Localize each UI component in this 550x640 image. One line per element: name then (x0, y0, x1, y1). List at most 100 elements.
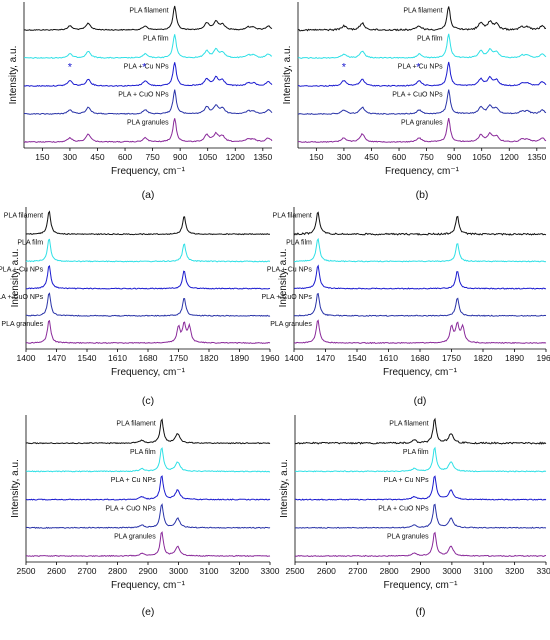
panel-caption: (f) (416, 606, 426, 618)
series-line-pla-filament (297, 6, 547, 32)
series-label: PLA + Cu NPs (111, 477, 156, 484)
x-tick-label: 300 (63, 152, 77, 162)
x-tick-label: 2900 (411, 566, 430, 576)
x-tick-label: 600 (392, 152, 406, 162)
x-tick-label: 3000 (442, 566, 461, 576)
y-axis-label: Intensity, a.u. (279, 459, 290, 518)
x-tick-label: 2800 (380, 566, 399, 576)
panel-caption: (a) (142, 189, 155, 201)
x-tick-label: 3300 (261, 566, 280, 576)
x-tick-label: 150 (309, 152, 323, 162)
series-line-pla-filament (293, 211, 547, 236)
series-label: PLA granules (114, 534, 156, 541)
peak-annotation-asterisk: * (142, 62, 147, 74)
series-line-pla-filament (25, 210, 270, 236)
series-line-pla-film (297, 33, 547, 59)
panel-d: 1400 1470 1540 1610 1680 1750 1820 1890 1960 Freq… (261, 207, 550, 407)
panel-b: 150 300 450 600 750 900 1050 1200 1350 Frequency,… (282, 2, 547, 201)
series-line-pla-cu-nps (293, 264, 547, 290)
x-tick-label: 450 (90, 152, 104, 162)
series-label: PLA film (17, 240, 43, 247)
series-label: PLA filament (273, 212, 312, 219)
series-line-pla-cuo-nps (293, 292, 547, 317)
series-label: PLA filament (129, 8, 168, 15)
panel-caption: (e) (142, 606, 155, 618)
series-label: PLA + Cu NPs (267, 267, 312, 274)
series-line-pla-filament (23, 5, 273, 31)
x-tick-label: 1960 (537, 353, 550, 363)
panel-c: 1400 1470 1540 1610 1680 1750 1820 1890 1960 Freq… (0, 207, 280, 407)
series-line-pla-film (294, 446, 547, 473)
series-label: PLA + Cu NPs (398, 64, 443, 71)
panel-caption: (c) (142, 395, 154, 407)
series-line-pla-filament (25, 418, 271, 445)
series-label: PLA film (403, 449, 429, 456)
series-line-pla-film (293, 237, 547, 263)
x-tick-label: 1350 (527, 152, 546, 162)
x-tick-label: 1610 (108, 353, 127, 363)
series-line-pla-cuo-nps (295, 503, 547, 529)
x-tick-label: 2700 (348, 566, 367, 576)
series-line-pla-film (23, 34, 273, 59)
x-tick-label: 3100 (200, 566, 219, 576)
panel-e: 2500 2600 2700 2800 2900 3000 3100 3200 3300 Freq… (10, 415, 280, 618)
panel-f: 2500 2600 2700 2800 2900 3000 3100 3200 3300 Freq… (279, 415, 550, 618)
series-label: PLA granules (127, 120, 169, 127)
x-tick-label: 900 (173, 152, 187, 162)
peak-annotation-asterisk: * (68, 62, 73, 74)
series-label: PLA filament (403, 8, 442, 15)
x-tick-label: 150 (35, 152, 49, 162)
series-label: PLA + Cu NPs (384, 477, 429, 484)
series-label: PLA + CuO NPs (105, 505, 156, 512)
x-tick-label: 1680 (411, 353, 430, 363)
x-tick-label: 1470 (47, 353, 66, 363)
x-tick-label: 2500 (17, 566, 36, 576)
series-label: PLA + CuO NPs (118, 92, 169, 99)
x-tick-label: 750 (145, 152, 159, 162)
x-axis-label: Frequency, cm⁻¹ (111, 166, 186, 177)
y-axis-label: Intensity, a.u. (10, 459, 21, 518)
series-label: PLA film (130, 449, 156, 456)
x-tick-label: 2700 (78, 566, 97, 576)
series-line-pla-cuo-nps (24, 89, 273, 115)
x-axis-label: Frequency, cm⁻¹ (384, 580, 459, 591)
x-tick-label: 1680 (139, 353, 158, 363)
x-tick-label: 1350 (253, 152, 272, 162)
series-line-pla-cuo-nps (26, 292, 271, 317)
series-label: PLA + CuO NPs (378, 505, 429, 512)
x-tick-label: 1750 (169, 353, 188, 363)
x-tick-label: 1050 (472, 152, 491, 162)
x-tick-label: 1890 (505, 353, 524, 363)
x-axis-label: Frequency, cm⁻¹ (385, 166, 460, 177)
series-label: PLA filament (116, 421, 155, 428)
x-axis-label: Frequency, cm⁻¹ (383, 367, 458, 378)
series-label: PLA + CuO NPs (0, 294, 44, 301)
x-tick-label: 1890 (230, 353, 249, 363)
series-line-pla-granules (297, 117, 547, 143)
x-tick-label: 1470 (316, 353, 335, 363)
x-tick-label: 1200 (226, 152, 245, 162)
x-tick-label: 3200 (230, 566, 249, 576)
x-axis-label: Frequency, cm⁻¹ (111, 580, 186, 591)
series-label: PLA film (417, 36, 443, 43)
x-tick-label: 2900 (139, 566, 158, 576)
panel-caption: (b) (416, 189, 429, 201)
x-tick-label: 1960 (261, 353, 280, 363)
x-tick-label: 900 (447, 152, 461, 162)
x-tick-label: 2600 (317, 566, 336, 576)
series-label: PLA granules (387, 534, 429, 541)
x-tick-label: 1820 (474, 353, 493, 363)
x-tick-label: 1540 (348, 353, 367, 363)
series-line-pla-granules (294, 531, 547, 558)
x-tick-label: 1200 (500, 152, 519, 162)
series-line-pla-granules (25, 531, 271, 558)
series-line-pla-cu-nps (294, 475, 547, 501)
series-line-pla-film (25, 447, 271, 473)
x-tick-label: 1050 (198, 152, 217, 162)
x-tick-label: 1610 (379, 353, 398, 363)
peak-annotation-asterisk: * (416, 62, 421, 74)
series-label: PLA granules (270, 321, 312, 328)
x-tick-label: 3100 (474, 566, 493, 576)
series-label: PLA + Cu NPs (124, 64, 169, 71)
series-line-pla-cu-nps (23, 62, 273, 87)
